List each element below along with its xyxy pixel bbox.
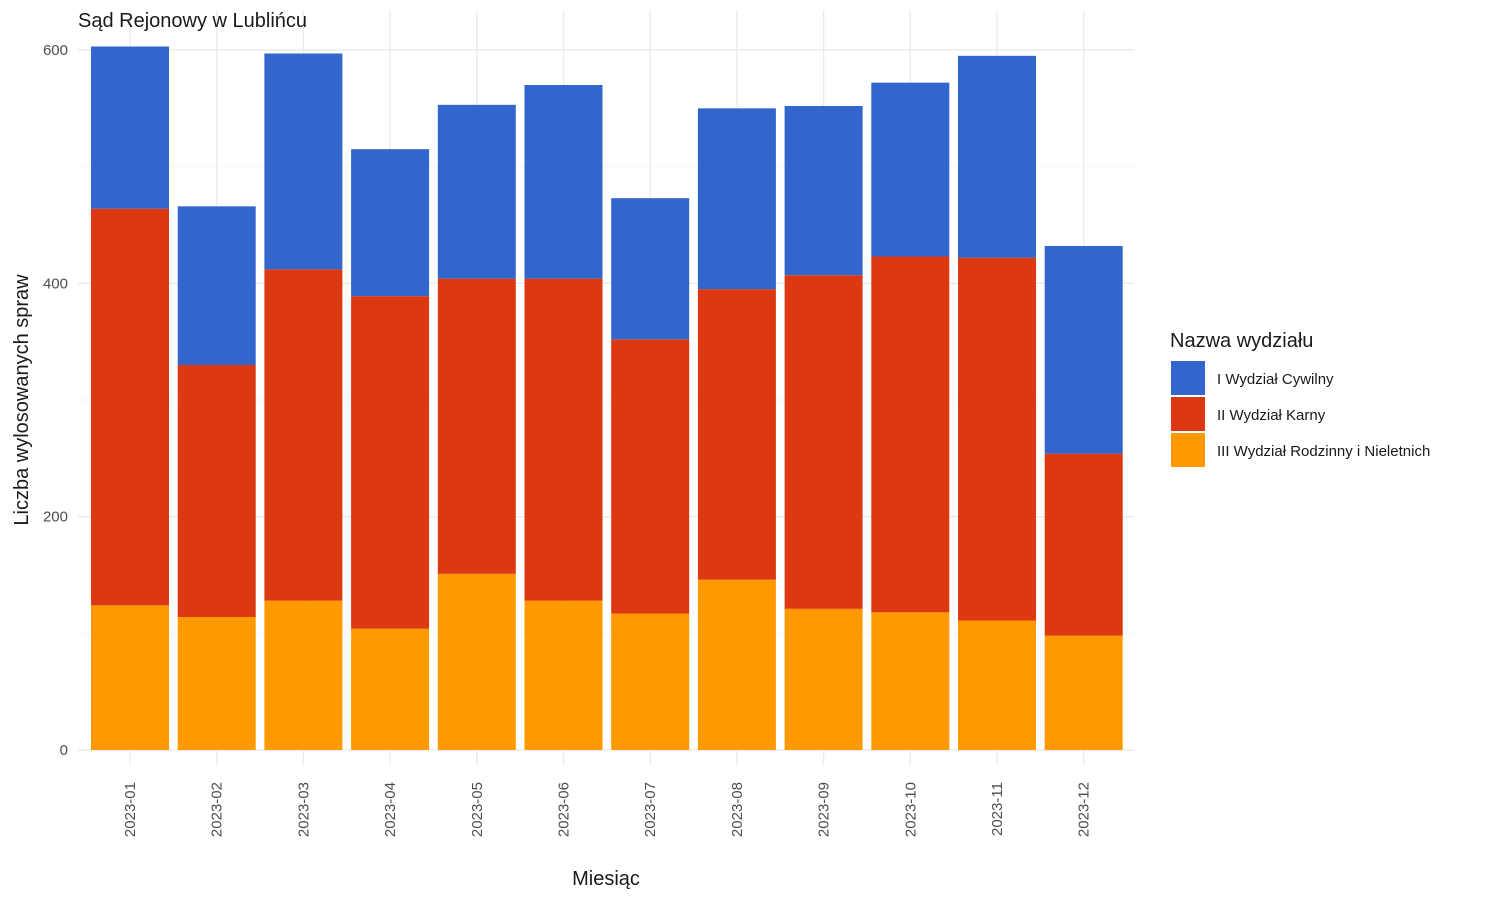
x-tick-label: 2023-01 [122,782,139,837]
x-tick-label: 2023-03 [295,782,312,837]
bar-segment-2023-12-series-3 [1044,635,1123,750]
legend-label-series-2: II Wydział Karny [1217,407,1326,424]
y-tick-label: 0 [60,742,68,759]
bar-segment-2023-03-series-2 [264,269,343,601]
bar-segment-2023-09-series-1 [784,106,863,276]
bar-segment-2023-12-series-1 [1044,246,1123,454]
bar-segment-2023-08-series-2 [697,289,776,580]
bar-segment-2023-11-series-1 [958,55,1036,258]
bar-segment-2023-05-series-2 [437,278,516,574]
bar-segment-2023-10-series-2 [871,256,950,613]
bar-segment-2023-11-series-3 [958,620,1036,750]
legend-key-series-1 [1171,361,1205,395]
legend-label-series-3: III Wydział Rodzinny i Nieletnich [1217,443,1430,460]
bar-segment-2023-01-series-2 [91,208,169,606]
bar-segment-2023-04-series-3 [351,628,430,750]
x-tick-label: 2023-11 [989,782,1006,836]
bar-segment-2023-10-series-3 [871,612,950,750]
bar-segment-2023-06-series-2 [524,278,603,601]
y-tick-label: 200 [43,509,68,526]
x-tick-label: 2023-10 [902,782,919,837]
bar-segment-2023-08-series-1 [697,108,776,290]
x-tick-label: 2023-07 [642,782,659,837]
x-tick-label: 2023-04 [382,782,399,837]
y-axis-title: Liczba wylosowanych spraw [11,274,33,526]
chart-title: Sąd Rejonowy w Lublińcu [78,10,307,32]
x-tick-label: 2023-08 [729,782,746,837]
legend-key-series-2 [1171,397,1205,431]
bar-segment-2023-02-series-1 [177,206,256,365]
legend-items: I Wydział Cywilny II Wydział Karny III Wyd… [1171,361,1430,467]
x-tick-label: 2023-05 [469,782,486,837]
bar-segment-2023-07-series-3 [611,613,690,750]
bar-segment-2023-06-series-3 [524,600,603,750]
bar-segment-2023-05-series-3 [437,573,516,750]
x-tick-label: 2023-09 [816,782,833,837]
bars [91,46,1123,750]
bar-segment-2023-12-series-2 [1044,453,1123,636]
bar-segment-2023-04-series-2 [351,296,430,629]
legend-title: Nazwa wydziału [1170,330,1313,352]
bar-segment-2023-10-series-1 [871,82,950,257]
legend: Nazwa wydziału I Wydział Cywilny II Wydzi… [1170,330,1430,467]
y-axis-ticks: 0 200 400 600 [43,42,68,759]
bar-segment-2023-03-series-1 [264,53,343,270]
bar-segment-2023-09-series-3 [784,608,863,750]
bar-segment-2023-01-series-1 [91,46,169,209]
x-axis-title: Miesiąc [572,868,640,890]
bar-segment-2023-07-series-1 [611,198,690,340]
bar-segment-2023-03-series-3 [264,600,343,750]
bar-segment-2023-01-series-3 [91,605,169,750]
x-axis-ticks: 2023-01 2023-02 2023-03 2023-04 2023-05 2023-… [122,782,1093,837]
bar-segment-2023-05-series-1 [437,104,516,279]
x-tick-label: 2023-12 [1076,782,1093,837]
bar-segment-2023-08-series-3 [697,579,776,750]
x-tick-label: 2023-06 [556,782,573,837]
bar-segment-2023-02-series-3 [177,617,256,750]
bar-segment-2023-02-series-2 [177,365,256,617]
x-tick-label: 2023-02 [209,782,226,837]
bar-segment-2023-04-series-1 [351,149,430,297]
bar-segment-2023-09-series-2 [784,275,863,609]
bar-segment-2023-11-series-2 [958,257,1036,621]
bar-segment-2023-06-series-1 [524,85,603,279]
bar-segment-2023-07-series-2 [611,339,690,614]
y-tick-label: 600 [43,42,68,59]
y-tick-label: 400 [43,275,68,292]
legend-key-series-3 [1171,433,1205,467]
legend-label-series-1: I Wydział Cywilny [1217,371,1334,388]
